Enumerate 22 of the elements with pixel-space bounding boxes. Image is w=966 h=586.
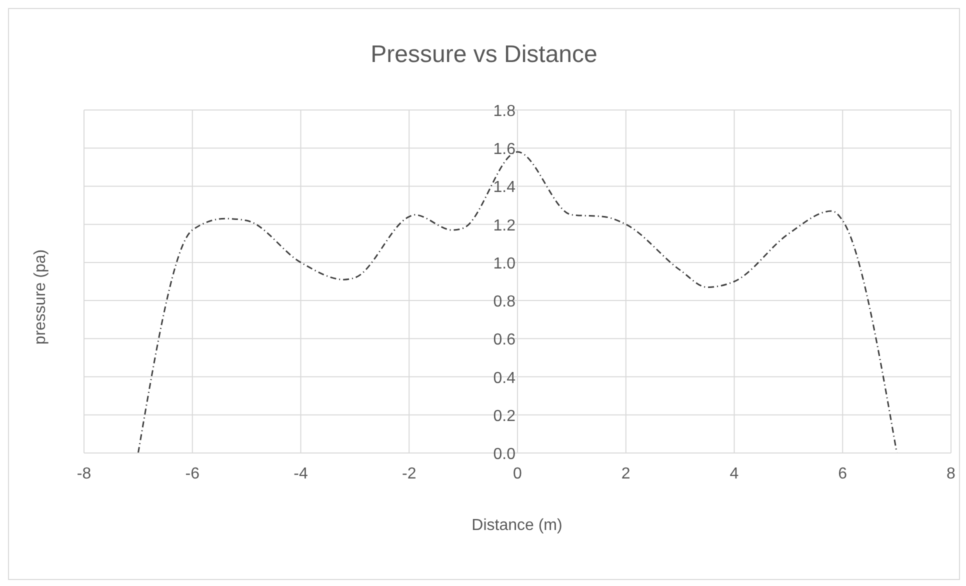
x-tick-label: 0 (513, 465, 522, 482)
y-tick-label: 1.0 (493, 255, 516, 272)
x-tick-label: 6 (838, 465, 848, 482)
y-tick-label: 1.2 (493, 217, 516, 234)
y-tick-label: 0.2 (493, 408, 516, 425)
x-tick-label: 2 (621, 465, 630, 482)
x-tick-label: 4 (730, 465, 739, 482)
y-tick-label: 1.4 (493, 179, 516, 196)
x-tick-label: -6 (185, 465, 200, 482)
x-tick-label: -8 (76, 465, 92, 482)
y-tick-label: 0.8 (493, 294, 516, 311)
chart-title: Pressure vs Distance (370, 41, 598, 69)
y-tick-label: 0.6 (493, 332, 516, 349)
x-tick-label: -2 (402, 465, 416, 482)
x-axis-title: Distance (m) (470, 517, 564, 535)
y-tick-label: 1.8 (493, 103, 516, 120)
y-tick-label: 0.0 (493, 446, 516, 463)
x-tick-label: 8 (946, 465, 956, 482)
y-axis-title: pressure (pa) (32, 248, 50, 344)
y-tick-label: 1.6 (493, 141, 516, 158)
x-tick-label: -4 (294, 465, 308, 482)
y-tick-label: 0.4 (493, 370, 516, 387)
